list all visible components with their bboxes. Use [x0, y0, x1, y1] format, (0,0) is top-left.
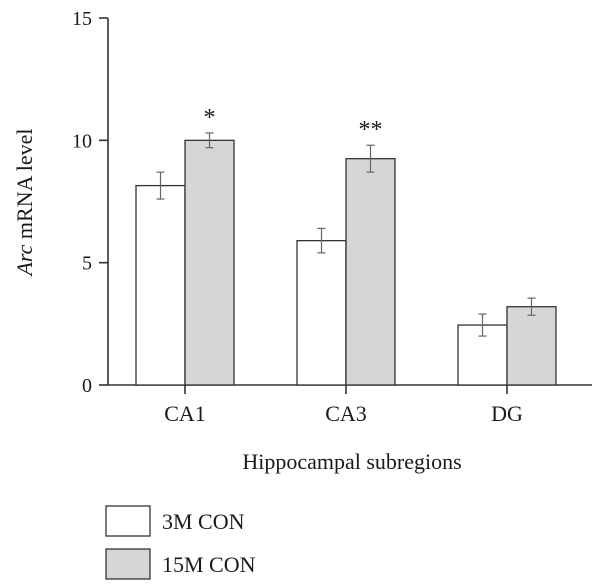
- plot-area: * **: [99, 17, 592, 394]
- bar-15m-con-ca1: [184, 139, 235, 386]
- x-category-label: CA3: [325, 401, 367, 426]
- x-category-label: CA1: [164, 401, 206, 426]
- x-axis-title: Hippocampal subregions: [242, 449, 461, 474]
- legend-label: 15M CON: [162, 552, 256, 577]
- bar-15m-con-ca3: [345, 158, 396, 386]
- significance-marker: *: [204, 105, 216, 131]
- legend-swatch-15m-con: [105, 548, 151, 580]
- significance-marker: **: [359, 117, 383, 143]
- y-tick-label: 5: [82, 253, 92, 275]
- y-tick-label: 15: [72, 8, 92, 30]
- x-category-labels: CA1 CA3 DG: [164, 401, 523, 426]
- bar-3m-con-ca3: [296, 239, 347, 386]
- legend: 3M CON 15M CON: [105, 505, 256, 580]
- legend-swatch-3m-con: [105, 505, 151, 537]
- y-tick-label: 10: [72, 130, 92, 152]
- x-category-label: DG: [491, 401, 523, 426]
- y-tick-label: 0: [82, 375, 92, 397]
- y-tick-labels: 0 5 10 15: [72, 8, 92, 397]
- y-axis-title: Arc mRNA level: [12, 128, 37, 277]
- bar-3m-con-ca1: [135, 184, 186, 386]
- legend-label: 3M CON: [162, 509, 245, 534]
- bar-15m-con-dg: [506, 306, 557, 386]
